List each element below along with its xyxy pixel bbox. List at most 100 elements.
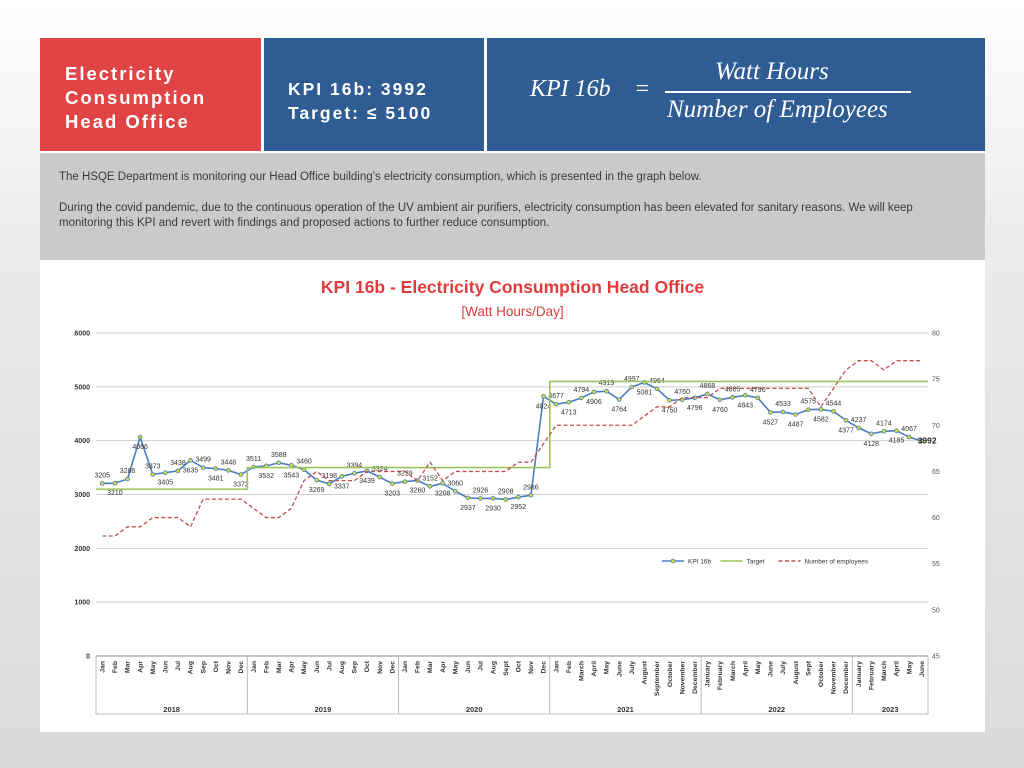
- x-tick-label: Jan: [553, 661, 560, 673]
- data-label: 3373: [145, 463, 161, 470]
- y-tick-label: 1000: [74, 600, 90, 607]
- data-label: 4174: [876, 420, 892, 427]
- data-label: 3460: [296, 459, 312, 466]
- data-label: 4713: [561, 409, 577, 416]
- x-tick-label: July: [780, 661, 787, 675]
- series-line: [102, 360, 922, 537]
- data-point: [541, 394, 546, 399]
- data-point: [818, 407, 824, 412]
- kpi-value: KPI 16b: 3992: [288, 79, 428, 99]
- data-point: [465, 495, 471, 501]
- data-point: [553, 401, 559, 407]
- x-tick-label: March: [881, 661, 888, 681]
- data-point: [616, 397, 622, 402]
- data-label: 3532: [258, 473, 274, 480]
- data-point: [705, 391, 710, 397]
- y2-tick-label: 55: [932, 561, 940, 568]
- data-label: 2986: [523, 484, 539, 491]
- data-label: 4824: [536, 403, 552, 410]
- data-point: [868, 431, 874, 437]
- x-tick-label: Feb: [415, 661, 422, 673]
- data-point: [654, 386, 660, 392]
- x-tick-label: August: [793, 660, 800, 684]
- title-panel: Electricity Consumption Head Office: [40, 38, 261, 151]
- x-tick-label: Dec: [541, 661, 548, 674]
- data-label: 3208: [435, 490, 451, 497]
- kpi-summary: KPI 16b: 3992 Target: ≤ 5100: [288, 77, 432, 125]
- y-tick-label: 3000: [74, 492, 90, 499]
- x-tick-label: Dec: [389, 661, 396, 674]
- data-label: 4185: [889, 438, 905, 445]
- data-label: 4750: [662, 407, 678, 414]
- data-label: 4794: [574, 387, 590, 394]
- x-tick-label: May: [452, 661, 459, 674]
- data-label: 3269: [309, 487, 325, 494]
- x-tick-label: April: [591, 661, 598, 677]
- data-point: [516, 494, 521, 500]
- data-label: 2937: [460, 505, 476, 512]
- x-tick-label: Nov: [226, 661, 233, 674]
- data-label: 4919: [599, 380, 615, 387]
- data-label: 3511: [246, 456, 261, 463]
- data-label: 4760: [712, 407, 728, 414]
- year-label: 2021: [617, 705, 634, 714]
- data-point: [377, 474, 382, 480]
- data-point: [919, 438, 924, 444]
- x-tick-label: March: [579, 661, 586, 681]
- data-label: 3239: [397, 471, 413, 478]
- y-tick-label: 4000: [74, 438, 90, 445]
- year-label: 2019: [315, 705, 332, 714]
- x-tick-label: November: [679, 661, 686, 695]
- data-point: [881, 428, 887, 434]
- x-tick-label: Jun: [465, 661, 472, 673]
- data-point: [780, 409, 786, 415]
- data-label: 3372: [233, 481, 249, 488]
- data-point: [793, 412, 798, 417]
- data-point: [667, 397, 672, 403]
- x-tick-label: February: [868, 661, 875, 690]
- x-tick-label: August: [642, 660, 649, 684]
- data-point: [478, 496, 483, 501]
- y2-tick-label: 65: [932, 469, 940, 476]
- x-tick-label: February: [717, 661, 724, 690]
- data-label: 3205: [95, 472, 111, 479]
- x-tick-label: Oct: [364, 660, 371, 672]
- chart-title: KPI 16b - Electricity Consumption Head O…: [320, 277, 705, 297]
- data-label: 2908: [498, 488, 514, 495]
- data-point: [452, 488, 458, 494]
- data-point: [150, 472, 156, 477]
- x-tick-label: May: [604, 661, 611, 674]
- data-label: 3337: [334, 483, 350, 490]
- data-point: [717, 397, 723, 403]
- x-tick-label: Mar: [427, 661, 434, 673]
- data-point: [339, 474, 345, 479]
- data-label: 3499: [195, 457, 211, 464]
- formula-equals: =: [634, 76, 651, 102]
- x-tick-label: Jul: [478, 661, 485, 671]
- data-point: [856, 425, 861, 431]
- data-point: [389, 481, 395, 486]
- formula-panel: KPI 16b = Watt Hours Number of Employees: [487, 38, 985, 151]
- x-tick-label: Dec: [238, 661, 245, 674]
- data-label: 3439: [359, 478, 375, 485]
- data-label: 3060: [447, 480, 463, 487]
- data-label: 4677: [548, 393, 564, 400]
- x-tick-label: October: [667, 661, 674, 687]
- data-label: 3260: [410, 488, 426, 495]
- data-point: [591, 389, 597, 395]
- x-tick-label: Aug: [490, 661, 497, 674]
- data-point: [200, 465, 206, 470]
- data-point: [843, 418, 849, 423]
- data-label: 3324: [372, 466, 388, 473]
- data-label: 3152: [422, 475, 438, 482]
- data-point: [440, 481, 445, 486]
- data-label: 4533: [775, 401, 791, 408]
- data-label: 3405: [158, 480, 174, 487]
- data-label: 4760: [674, 389, 690, 396]
- x-tick-label: Jul: [326, 661, 333, 671]
- x-tick-label: Mar: [276, 661, 283, 673]
- data-label: 4764: [611, 407, 627, 414]
- data-label: 4544: [826, 400, 842, 407]
- x-tick-label: Feb: [566, 661, 573, 673]
- x-tick-label: January: [705, 661, 712, 687]
